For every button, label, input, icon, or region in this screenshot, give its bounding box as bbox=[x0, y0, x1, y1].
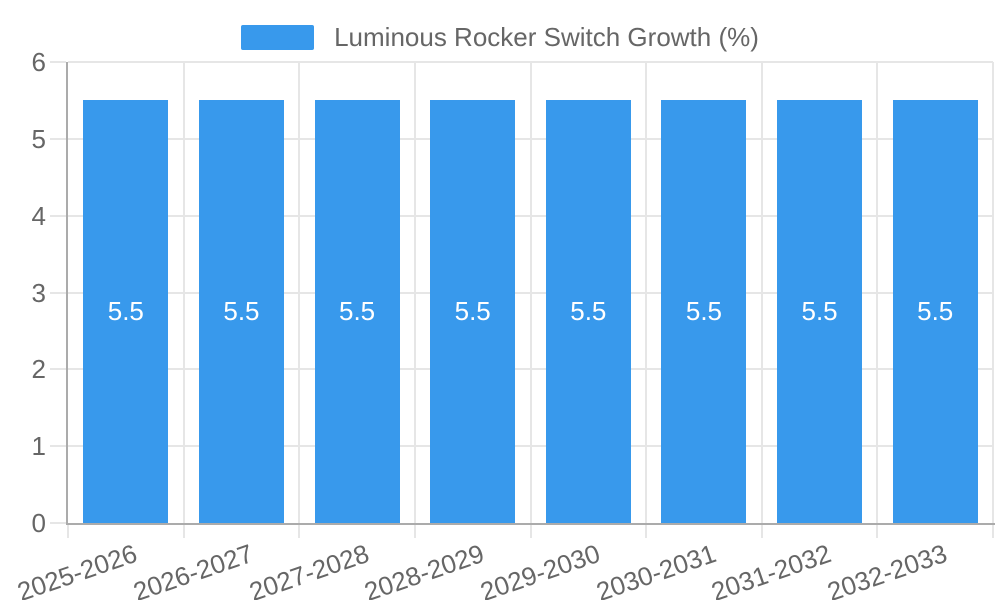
y-axis-tick-label: 5 bbox=[31, 123, 46, 154]
bar: 5.5 bbox=[661, 100, 747, 523]
y-axis-tick bbox=[50, 291, 66, 294]
bar-value-label: 5.5 bbox=[223, 296, 260, 327]
legend-label: Luminous Rocker Switch Growth (%) bbox=[334, 22, 759, 52]
gridline-vertical bbox=[182, 62, 185, 523]
bar: 5.5 bbox=[892, 100, 978, 523]
bar-value-label: 5.5 bbox=[454, 296, 491, 327]
bar-value-label: 5.5 bbox=[685, 296, 723, 327]
bar: 5.5 bbox=[545, 100, 631, 523]
gridline-vertical bbox=[992, 62, 994, 523]
legend-item[interactable]: Luminous Rocker Switch Growth (%) bbox=[241, 22, 759, 53]
y-axis-tick bbox=[50, 522, 66, 524]
x-axis-tick-label: 2026-2027 bbox=[129, 538, 257, 600]
plot-area: 0 1 2 3 4 5 6 5.5 5.5 5.5 5.5 5.5 5.5 5.5 5.5 2025-2026… bbox=[14, 47, 995, 600]
x-axis-tick bbox=[298, 525, 301, 538]
gridline-vertical bbox=[529, 62, 532, 523]
x-axis-tick bbox=[529, 525, 532, 538]
x-axis-tick-label: 2031-2032 bbox=[707, 538, 836, 600]
x-axis-tick bbox=[67, 525, 69, 538]
bar-value-label: 5.5 bbox=[570, 296, 607, 327]
x-axis-tick-label: 2032-2033 bbox=[823, 538, 951, 600]
y-axis-tick bbox=[50, 368, 66, 371]
y-axis-tick bbox=[50, 445, 66, 448]
bar: 5.5 bbox=[314, 100, 400, 523]
x-axis-tick bbox=[182, 525, 185, 538]
bar: 5.5 bbox=[83, 100, 169, 523]
gridline-vertical bbox=[876, 62, 879, 523]
x-axis-tick-label: 2030-2031 bbox=[592, 538, 720, 600]
chart-legend: Luminous Rocker Switch Growth (%) bbox=[0, 22, 1000, 53]
x-axis-tick bbox=[992, 525, 994, 538]
y-axis-tick bbox=[50, 137, 66, 140]
y-axis-tick bbox=[50, 214, 66, 217]
x-axis-tick bbox=[645, 525, 648, 538]
y-axis-line bbox=[66, 62, 68, 525]
bar: 5.5 bbox=[430, 100, 516, 523]
x-axis-tick-label: 2027-2028 bbox=[245, 538, 373, 600]
y-axis-tick-label: 1 bbox=[31, 431, 46, 462]
y-axis-tick-label: 6 bbox=[31, 47, 46, 77]
gridline-vertical bbox=[645, 62, 648, 523]
x-axis-tick-label: 2028-2029 bbox=[360, 538, 489, 600]
legend-swatch-icon bbox=[241, 25, 315, 50]
gridline-vertical bbox=[413, 62, 416, 523]
bar-value-label: 5.5 bbox=[917, 296, 954, 327]
bar: 5.5 bbox=[777, 100, 863, 523]
x-axis-tick bbox=[876, 525, 879, 538]
y-axis-tick-label: 2 bbox=[31, 354, 46, 385]
gridline-vertical bbox=[760, 62, 763, 523]
y-axis-tick-label: 0 bbox=[31, 508, 46, 538]
bar-value-label: 5.5 bbox=[107, 296, 144, 327]
bar-value-label: 5.5 bbox=[338, 296, 376, 327]
x-axis-tick-label: 2025-2026 bbox=[13, 538, 142, 600]
y-axis-tick bbox=[50, 61, 66, 63]
bar: 5.5 bbox=[198, 100, 284, 523]
y-axis-tick-label: 3 bbox=[31, 277, 46, 308]
x-axis-tick bbox=[760, 525, 763, 538]
x-axis-line bbox=[66, 523, 995, 525]
x-axis-tick-label: 2029-2030 bbox=[476, 538, 604, 600]
y-axis-tick-label: 4 bbox=[31, 200, 46, 231]
bar-value-label: 5.5 bbox=[801, 296, 838, 327]
x-axis-tick bbox=[413, 525, 416, 538]
gridline-vertical bbox=[298, 62, 301, 523]
